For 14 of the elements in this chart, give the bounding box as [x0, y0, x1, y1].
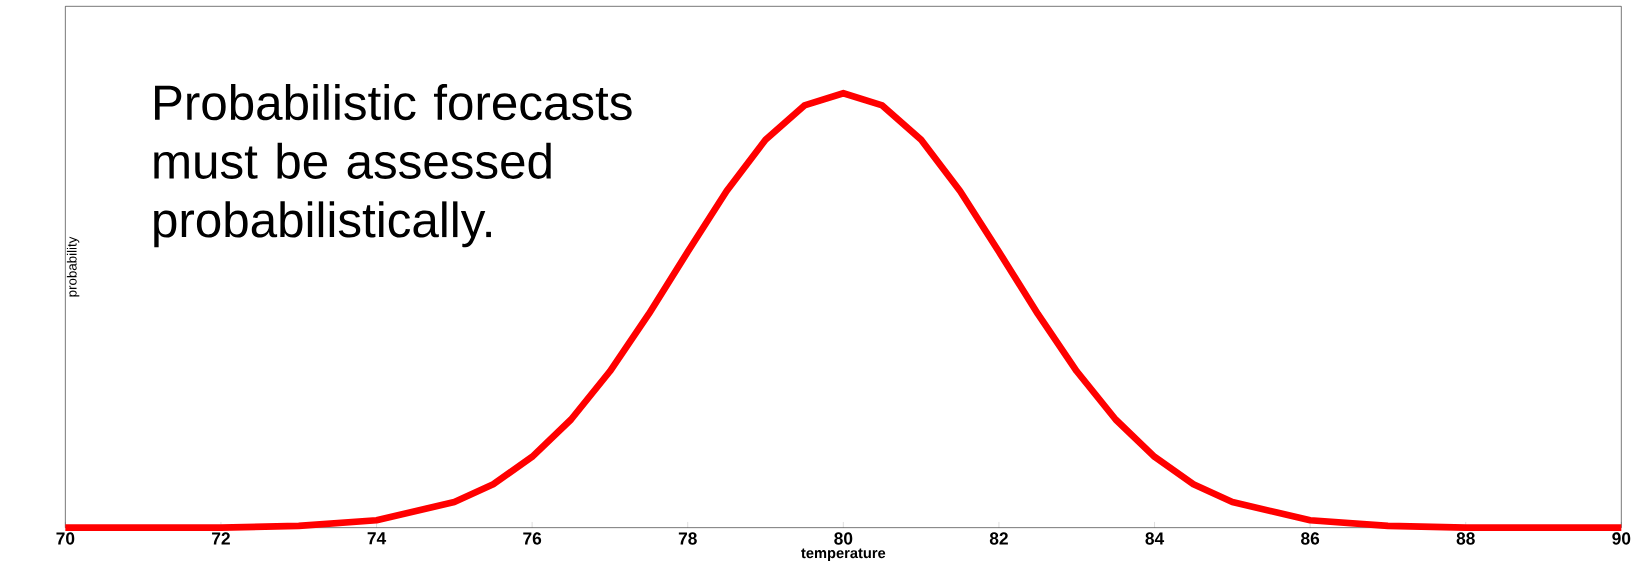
- annotation: Probabilistic forecasts must be assessed probabilistically.: [154, 84, 632, 248]
- x-tick-label: 80: [834, 532, 853, 545]
- x-tick-label: 78: [678, 532, 697, 545]
- x-tick-label: 88: [1456, 532, 1475, 545]
- x-tick-label: 76: [523, 532, 542, 545]
- x-axis-title: temperature: [801, 548, 886, 562]
- x-tick-label: 90: [1612, 532, 1631, 545]
- y-axis-title: probability: [66, 236, 80, 297]
- x-tick-label: 82: [989, 532, 1008, 545]
- x-tick-label: 84: [1145, 532, 1165, 545]
- x-tick-label: 72: [212, 532, 230, 545]
- x-tick-label: 70: [56, 532, 75, 545]
- x-tick-label: 74: [367, 532, 387, 545]
- x-tick-label: 86: [1301, 532, 1320, 545]
